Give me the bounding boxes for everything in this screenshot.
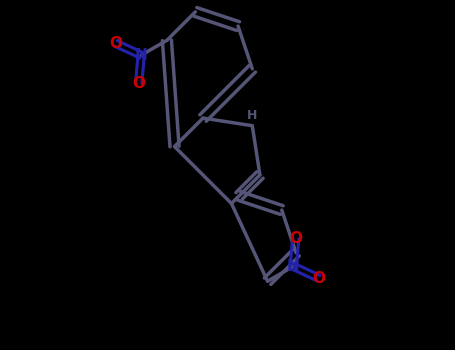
Text: N: N [135, 48, 147, 63]
Text: H: H [247, 110, 258, 122]
Text: O: O [109, 36, 122, 51]
Text: O: O [289, 231, 302, 246]
Text: O: O [132, 76, 145, 91]
Text: O: O [312, 271, 325, 286]
Text: N: N [287, 259, 300, 274]
